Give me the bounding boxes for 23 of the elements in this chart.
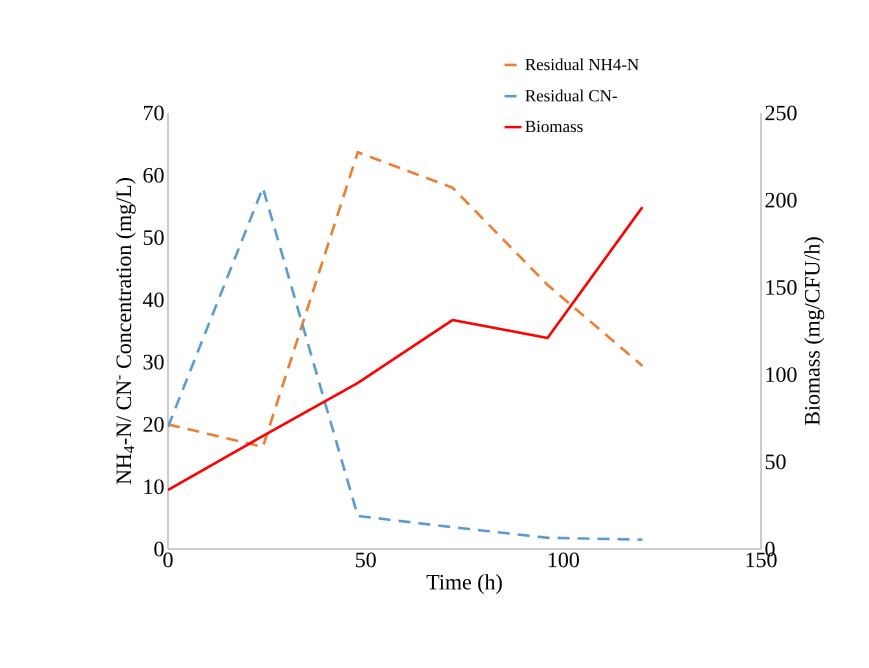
y2-tick-label: 250: [766, 106, 797, 120]
y-tick-label: 0: [154, 542, 164, 556]
y2-tick-label: 150: [766, 280, 797, 295]
y-tick-label: 50: [144, 230, 164, 245]
y-tick-label: 30: [144, 354, 164, 370]
y2-tick-label: 100: [766, 367, 797, 382]
y-axis-title: NH$_{4}$-N/ CN$^{-}$ Concentration (mg/L): [116, 178, 136, 484]
y-tick-label: 60: [144, 168, 164, 183]
y2-tick-label: 200: [766, 192, 797, 208]
y-tick-label: 20: [144, 417, 164, 432]
legend-label: Residual NH4-N: [525, 58, 639, 70]
legend-label: Residual CN-: [525, 90, 617, 102]
y2-tick-label: 50: [766, 454, 786, 470]
y-tick-label: 10: [144, 479, 164, 494]
x-tick-label: 100: [548, 552, 579, 568]
y-tick-label: 40: [142, 292, 164, 308]
x-tick-label: 50: [356, 552, 376, 568]
y-tick-label: 70: [144, 106, 164, 120]
y2-axis-title: Biomass (mg/CFU/h): [804, 237, 824, 426]
line-series: [168, 206, 644, 492]
x-axis-title: Time (h): [426, 574, 502, 594]
line-series: [168, 150, 644, 448]
legend-label: Biomass: [525, 120, 583, 132]
